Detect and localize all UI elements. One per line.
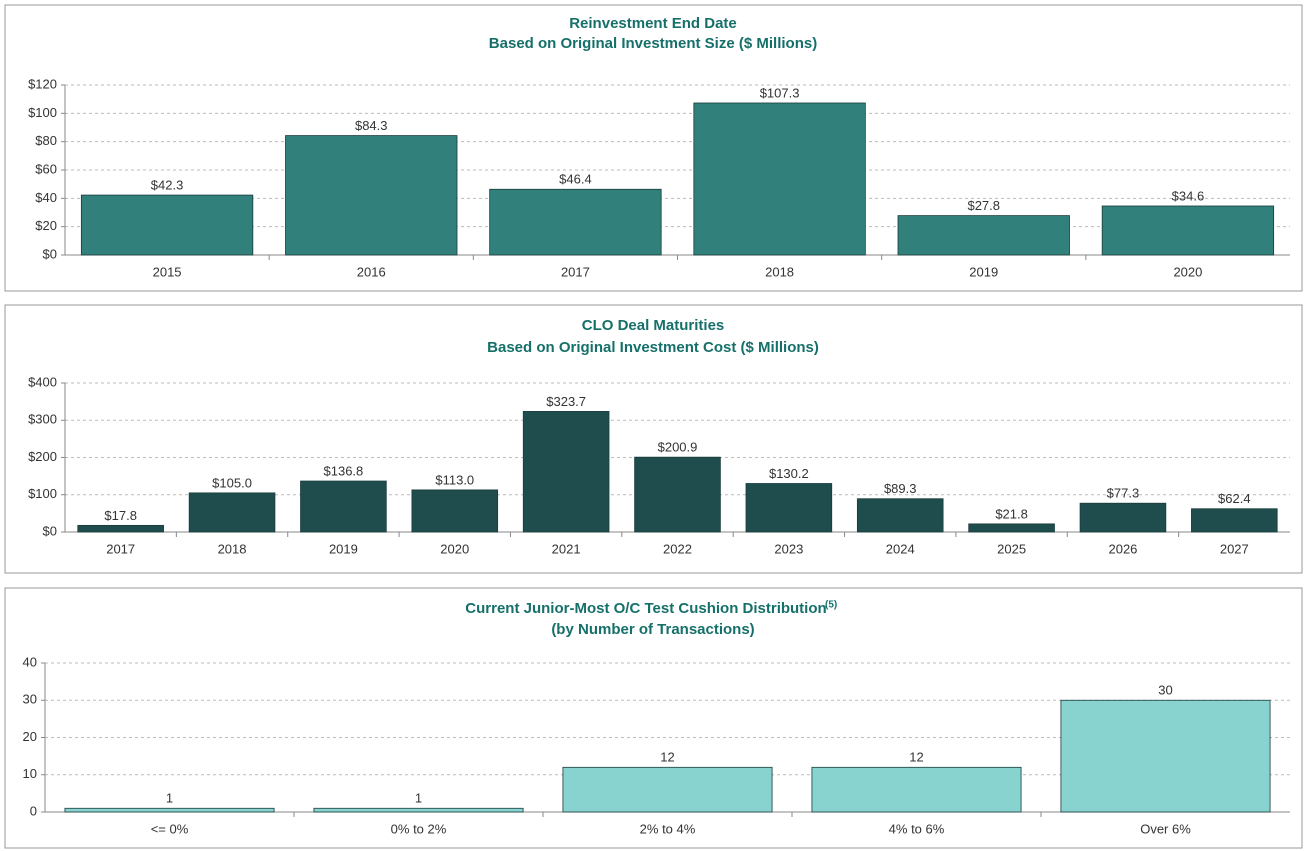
y-tick-label: 0 [30, 803, 37, 818]
data-label: $130.2 [769, 466, 809, 481]
chart-title: Current Junior-Most O/C Test Cushion Dis… [465, 600, 826, 617]
data-label: $136.8 [324, 463, 364, 478]
y-tick-label: $100 [28, 486, 57, 501]
bar [1079, 502, 1167, 533]
bar [64, 807, 275, 813]
x-tick-label: 2020 [440, 541, 469, 556]
data-label: $89.3 [884, 481, 917, 496]
x-tick-label: 2017 [561, 264, 590, 279]
bar [489, 188, 662, 256]
title-superscript: (5) [825, 600, 837, 611]
data-label: $323.7 [546, 394, 586, 409]
bar [1101, 205, 1275, 256]
y-tick-label: $0 [43, 246, 57, 261]
bar [693, 102, 866, 256]
x-tick-label: <= 0% [151, 821, 189, 836]
y-tick-label: $60 [35, 161, 57, 176]
data-label: $84.3 [355, 118, 388, 133]
chart-title: CLO Deal Maturities [582, 317, 725, 334]
bar [634, 456, 721, 533]
x-tick-label: 2027 [1220, 541, 1249, 556]
x-tick-label: 2019 [969, 264, 998, 279]
data-label: 30 [1158, 683, 1172, 698]
x-tick-label: 2% to 4% [640, 821, 696, 836]
y-tick-label: $80 [35, 133, 57, 148]
y-tick-label: $300 [28, 412, 57, 427]
x-tick-label: 2018 [218, 541, 247, 556]
y-tick-label: 20 [23, 729, 37, 744]
x-tick-label: 2019 [329, 541, 358, 556]
bar [411, 489, 499, 533]
y-tick-label: 40 [23, 654, 37, 669]
data-label: 12 [660, 750, 674, 765]
data-label: $34.6 [1172, 188, 1205, 203]
data-label: 12 [909, 750, 923, 765]
y-tick-label: $40 [35, 190, 57, 205]
data-label: $200.9 [658, 440, 698, 455]
bar [300, 480, 387, 533]
x-tick-label: 0% to 2% [391, 821, 447, 836]
bar [968, 523, 1055, 533]
x-tick-label: 2021 [552, 541, 581, 556]
data-label: $77.3 [1107, 486, 1140, 501]
y-tick-label: 30 [23, 692, 37, 707]
data-label: 1 [166, 791, 173, 806]
y-tick-label: 10 [23, 766, 37, 781]
data-label: $46.4 [559, 172, 592, 187]
bar [562, 766, 773, 813]
x-tick-label: Over 6% [1140, 821, 1191, 836]
data-label: $21.8 [995, 506, 1028, 521]
x-tick-label: 2017 [106, 541, 135, 556]
data-label: 1 [415, 791, 422, 806]
data-label: $113.0 [435, 472, 474, 487]
bar [745, 483, 833, 533]
bar [285, 135, 458, 256]
y-tick-label: $120 [28, 76, 57, 91]
bar [313, 807, 524, 813]
chart-subtitle: (by Number of Transactions) [551, 621, 754, 638]
chart-title: Reinvestment End Date [569, 15, 737, 32]
x-tick-label: 2026 [1108, 541, 1137, 556]
chart-subtitle: Based on Original Investment Cost ($ Mil… [487, 339, 819, 356]
bar [188, 492, 276, 533]
data-label: $42.3 [151, 178, 184, 193]
y-tick-label: $200 [28, 449, 57, 464]
data-label: $107.3 [760, 85, 800, 100]
bar [811, 766, 1022, 813]
bar [897, 215, 1070, 256]
y-tick-label: $20 [35, 218, 57, 233]
y-tick-label: $0 [43, 523, 57, 538]
data-label: $105.0 [212, 475, 252, 490]
data-label: $62.4 [1218, 491, 1251, 506]
bar [1191, 508, 1278, 533]
x-tick-label: 2024 [886, 541, 915, 556]
x-tick-label: 2018 [765, 264, 794, 279]
x-tick-label: 2023 [774, 541, 803, 556]
bar [77, 524, 164, 533]
data-label: $17.8 [104, 508, 137, 523]
bar [522, 411, 610, 533]
bar [80, 194, 254, 256]
x-tick-label: 2020 [1173, 264, 1202, 279]
x-tick-label: 4% to 6% [889, 821, 945, 836]
x-tick-label: 2025 [997, 541, 1026, 556]
chart-subtitle: Based on Original Investment Size ($ Mil… [489, 35, 817, 52]
bar [1060, 699, 1271, 813]
x-tick-label: 2015 [153, 264, 182, 279]
y-tick-label: $400 [28, 374, 57, 389]
x-tick-label: 2016 [357, 264, 386, 279]
y-tick-label: $100 [28, 105, 57, 120]
bar [856, 498, 944, 533]
data-label: $27.8 [967, 198, 1000, 213]
x-tick-label: 2022 [663, 541, 692, 556]
